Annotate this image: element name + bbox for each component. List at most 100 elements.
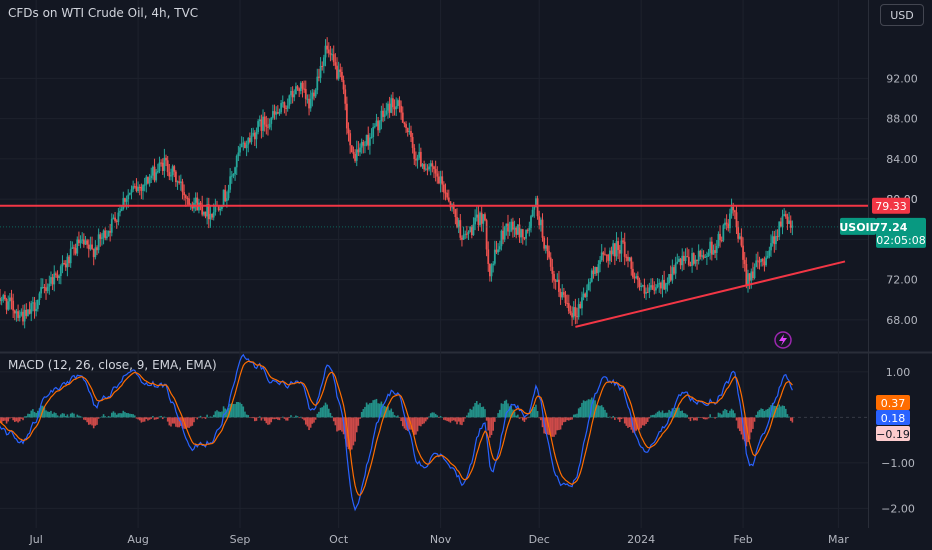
candle-body <box>497 249 500 253</box>
macd-histogram-bar <box>438 417 440 418</box>
macd-histogram-bar <box>13 417 16 422</box>
candle-body <box>632 268 634 278</box>
candle-body <box>350 145 353 153</box>
macd-histogram-bar <box>308 417 310 431</box>
macd-histogram-bar <box>526 417 529 419</box>
macd-histogram-bar <box>219 411 222 418</box>
candle-body <box>51 277 54 285</box>
candle-body <box>671 267 674 281</box>
candle-body <box>155 172 158 181</box>
resistance-price-badge <box>872 197 910 214</box>
candle-body <box>714 250 717 253</box>
macd-histogram-bar <box>495 417 498 418</box>
macd-histogram-bar <box>408 417 411 430</box>
candle-body <box>750 271 753 281</box>
macd-histogram-bar <box>321 407 324 418</box>
candle-body <box>684 256 687 261</box>
macd-histogram-bar <box>492 417 494 431</box>
candle-body <box>543 237 546 249</box>
macd-histogram-bar <box>664 412 667 418</box>
candle-body <box>604 254 606 256</box>
macd-histogram-bar <box>688 417 690 419</box>
candle-body <box>600 252 603 261</box>
last-price-value: 77.24 <box>873 221 908 234</box>
candle-body <box>56 274 59 279</box>
macd-histogram-bar <box>553 417 555 437</box>
macd-histogram-bar <box>472 406 475 418</box>
lightning-icon <box>774 331 792 349</box>
candle-body <box>12 300 15 311</box>
macd-histogram-bar <box>91 417 93 426</box>
candle-body <box>321 65 324 67</box>
candle-body <box>137 186 139 192</box>
candle-body <box>655 287 657 291</box>
candle-body <box>204 211 207 217</box>
macd-histogram-bar <box>165 416 167 418</box>
candle-body <box>110 218 113 233</box>
candle-body <box>574 307 577 317</box>
candle-body <box>244 142 246 149</box>
macd-histogram-bar <box>329 412 332 418</box>
candle-body <box>267 126 269 128</box>
macd-histogram-bar <box>112 411 115 418</box>
currency-button[interactable]: USD <box>880 4 924 26</box>
macd-histogram-bar <box>203 417 205 419</box>
candle-body <box>694 259 697 264</box>
candle-body <box>561 292 564 298</box>
last-price-badge <box>876 217 926 248</box>
candle-body <box>766 255 769 258</box>
candle-body <box>278 112 281 114</box>
macd-histogram-bar <box>367 404 370 418</box>
candle-body <box>488 263 491 277</box>
macd-histogram-bar <box>531 408 534 418</box>
macd-histogram-bar <box>668 409 670 418</box>
macd-histogram-bar <box>140 417 143 423</box>
macd-histogram-bar <box>71 412 74 418</box>
macd-histogram-bar <box>541 417 544 428</box>
macd-histogram-bar <box>369 403 371 418</box>
macd-histogram-bar <box>694 417 697 421</box>
candle-body <box>487 249 490 264</box>
candle-body <box>676 261 679 264</box>
macd-histogram-bar <box>375 398 378 418</box>
macd-histogram-bar <box>610 417 613 419</box>
candle-body <box>258 119 261 122</box>
candle-body <box>135 186 138 192</box>
candle-body <box>745 263 748 285</box>
macd-histogram-bar <box>459 417 462 425</box>
candle-body <box>245 144 248 149</box>
macd-histogram-bar <box>528 416 531 418</box>
candle-body <box>96 247 98 251</box>
candle-body <box>465 233 468 235</box>
macd-histogram-bar <box>227 408 230 418</box>
candle-body <box>410 131 412 137</box>
candle-body <box>115 220 118 222</box>
macd-histogram-bar <box>517 414 519 418</box>
candle-body <box>613 243 616 257</box>
candle-body <box>636 276 639 280</box>
macd-histogram-bar <box>101 416 103 418</box>
candle-body <box>548 251 550 258</box>
macd-histogram-bar <box>288 417 291 418</box>
macd-histogram-bar <box>301 417 304 419</box>
candle-body <box>5 299 8 310</box>
macd-indicator-title[interactable]: MACD (12, 26, close, 9, EMA, EMA) <box>8 358 217 372</box>
candle-body <box>316 76 319 91</box>
candle-body <box>784 214 787 217</box>
candle-body <box>15 311 18 314</box>
macd-histogram-bar <box>572 414 575 418</box>
candle-body <box>201 204 204 215</box>
macd-histogram-bar <box>20 417 23 419</box>
macd-histogram-bar <box>494 417 496 422</box>
candle-body <box>656 284 659 288</box>
candle-body <box>390 98 393 113</box>
candle-body <box>590 270 593 282</box>
macd-histogram-bar <box>171 417 174 424</box>
candle-body <box>298 88 301 92</box>
macd-histogram-bar <box>775 405 777 418</box>
macd-histogram-bar <box>92 417 95 429</box>
candle-body <box>385 110 388 115</box>
candle-body <box>733 210 736 213</box>
macd-histogram-bar <box>456 417 458 425</box>
